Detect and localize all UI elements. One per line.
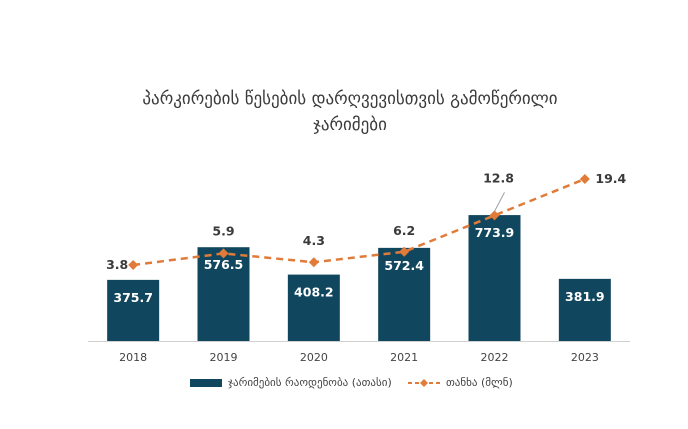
- bar-label-2022: 773.9: [475, 225, 515, 240]
- bar-2022: [468, 215, 521, 341]
- bar-label-2020: 408.2: [294, 285, 334, 300]
- legend-item-count: ჯარიმების რაოდენობა (ათასი): [190, 376, 392, 389]
- chart-title: პარკირების წესების დარღვევისთვის გამოწერ…: [100, 86, 600, 138]
- line-label-2018: 3.8: [106, 257, 128, 272]
- bar-label-2021: 572.4: [384, 258, 424, 273]
- legend-swatch-bar: [190, 378, 222, 387]
- line-label-2019: 5.9: [212, 223, 234, 238]
- bar-label-2018: 375.7: [113, 290, 153, 305]
- line-label-2022: 12.8: [483, 170, 514, 185]
- x-tick-2022: 2022: [481, 351, 509, 364]
- chart-legend: ჯარიმების რაოდენობა (ათასი) თანხა (მლნ): [0, 376, 688, 396]
- bar-2020: [287, 274, 340, 341]
- bar-2021: [378, 247, 431, 341]
- line-marker-2021: [399, 246, 410, 257]
- line-marker-2023: [579, 174, 590, 184]
- x-tick-2020: 2020: [300, 351, 328, 364]
- line-label-leader-2022: [494, 192, 505, 212]
- line-series-amount: [133, 177, 586, 267]
- chart-title-line-2: ჯარიმები: [313, 115, 387, 135]
- line-marker-2022: [489, 210, 500, 221]
- bar-2023: [558, 278, 611, 341]
- legend-label-amount: თანხა (მლნ): [446, 376, 513, 389]
- line-marker-2020: [308, 257, 319, 268]
- line-label-2021: 6.2: [393, 223, 415, 238]
- bar-2018: [107, 279, 160, 341]
- line-label-2023: 19.4: [595, 171, 626, 186]
- bar-2019: [197, 247, 250, 341]
- x-tick-2021: 2021: [390, 351, 418, 364]
- bar-label-2023: 381.9: [565, 289, 605, 304]
- legend-label-count: ჯარიმების რაოდენობა (ათასი): [228, 376, 392, 389]
- chart-title-line-1: პარკირების წესების დარღვევისთვის გამოწერ…: [142, 89, 558, 109]
- x-tick-2023: 2023: [571, 351, 599, 364]
- line-marker-2019: [218, 248, 229, 259]
- legend-swatch-line: [408, 378, 440, 387]
- line-label-2020: 4.3: [303, 233, 325, 248]
- legend-item-amount: თანხა (მლნ): [408, 376, 513, 389]
- x-tick-2018: 2018: [119, 351, 147, 364]
- x-tick-2019: 2019: [210, 351, 238, 364]
- line-marker-2018: [128, 260, 139, 270]
- bar-label-2019: 576.5: [204, 257, 244, 272]
